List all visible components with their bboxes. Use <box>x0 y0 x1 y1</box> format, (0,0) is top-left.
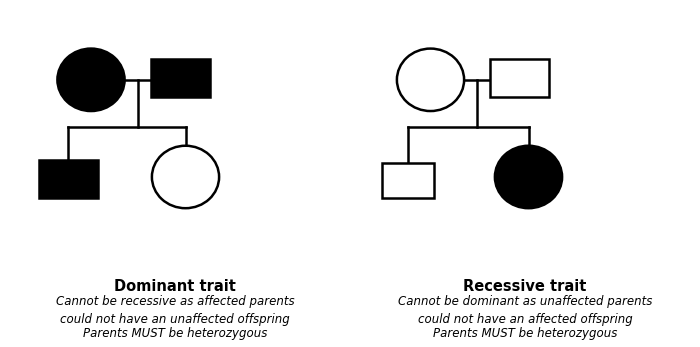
Bar <box>382 163 434 198</box>
Bar <box>38 160 98 198</box>
Bar <box>150 59 210 97</box>
Text: Cannot be recessive as affected parents
could not have an unaffected offspring: Cannot be recessive as affected parents … <box>56 295 294 326</box>
Text: Parents MUST be heterozygous: Parents MUST be heterozygous <box>433 327 617 340</box>
Text: Recessive trait: Recessive trait <box>463 279 587 294</box>
Ellipse shape <box>495 146 562 208</box>
Text: Cannot be dominant as unaffected parents
could not have an affected offspring: Cannot be dominant as unaffected parents… <box>398 295 652 326</box>
Ellipse shape <box>152 146 219 208</box>
Text: Parents MUST be heterozygous: Parents MUST be heterozygous <box>83 327 267 340</box>
Ellipse shape <box>397 49 464 111</box>
Text: Dominant trait: Dominant trait <box>114 279 236 294</box>
Ellipse shape <box>57 49 125 111</box>
Bar <box>490 59 550 97</box>
